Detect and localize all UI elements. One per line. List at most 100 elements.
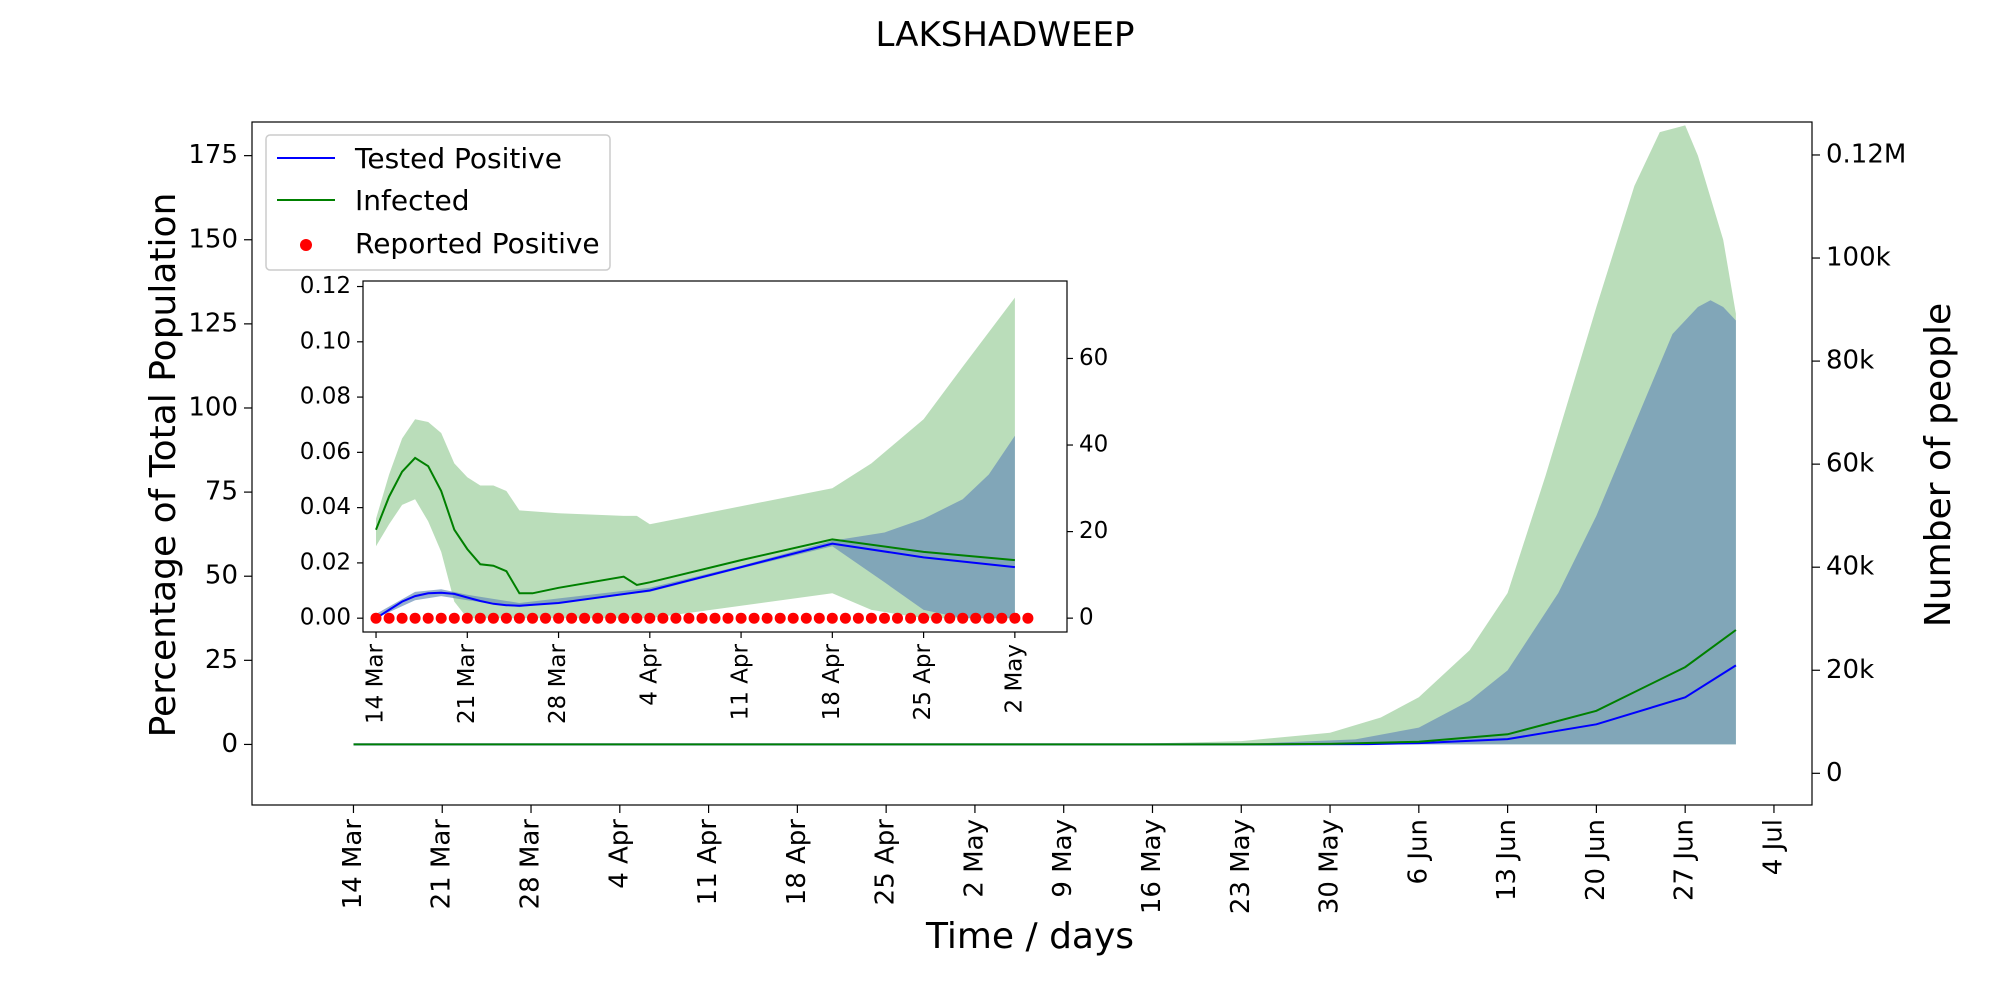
reported-positive-point [709, 612, 721, 624]
x-tick-label: 21 Mar [454, 643, 480, 724]
reported-positive-point [683, 612, 695, 624]
y-tick-label: 0 [221, 729, 238, 759]
x-tick-label: 9 May [1048, 819, 1078, 898]
reported-positive-point [944, 612, 956, 624]
reported-positive-point [735, 612, 747, 624]
reported-positive-point [592, 612, 604, 624]
reported-positive-point [852, 612, 864, 624]
reported-positive-point [1022, 612, 1034, 624]
y-tick-label: 0.04 [300, 494, 351, 520]
x-tick-label: 2 May [1001, 644, 1027, 714]
x-tick-label: 11 Apr [693, 819, 723, 906]
y-tick-label: 125 [188, 308, 238, 338]
reported-positive-point [826, 612, 838, 624]
reported-positive-point [383, 612, 395, 624]
plot-frame [251, 121, 1813, 806]
main-y-axis-right-label: Number of people [1918, 303, 1959, 627]
y-right-tick-label: 80k [1826, 346, 1874, 376]
reported-positive-point [500, 612, 512, 624]
x-tick-label: 21 Mar [427, 819, 457, 910]
reported-positive-point [774, 612, 786, 624]
main-chart: 14 Mar 21 Mar 28 Mar 4 Apr 11 Apr 18 Apr 25 Ap… [188, 121, 1906, 914]
x-tick-label: 28 Mar [516, 819, 546, 910]
reported-positive-point [983, 612, 995, 624]
x-tick-label: 27 Jun [1670, 819, 1700, 901]
plot-frame [362, 280, 1068, 633]
confidence-band-tested-positive [376, 435, 1015, 619]
reported-positive-point [409, 612, 421, 624]
x-tick-label: 28 Mar [545, 643, 571, 724]
y-tick-label: 25 [205, 645, 238, 675]
reported-positive-point [474, 612, 486, 624]
legend-label-reported-positive: Reported Positive [355, 227, 600, 260]
reported-positive-point [905, 612, 917, 624]
x-tick-label: 18 Apr [782, 819, 812, 906]
reported-positive-point [970, 612, 982, 624]
x-tick-label: 2 May [959, 819, 989, 898]
x-tick-label: 6 Jun [1403, 819, 1433, 884]
y-tick-label: 0.10 [300, 328, 351, 354]
reported-positive-point [435, 612, 447, 624]
y-right-tick-label: 60k [1826, 449, 1874, 479]
x-tick-label: 13 Jun [1492, 819, 1522, 901]
reported-positive-point [918, 612, 930, 624]
x-tick-label: 4 Apr [636, 643, 662, 705]
reported-positive-point [722, 612, 734, 624]
reported-positive-point [800, 612, 812, 624]
x-tick-label: 11 Apr [728, 643, 754, 720]
reported-positive-point [657, 612, 669, 624]
y-tick-label: 175 [188, 140, 238, 170]
x-tick-label: 25 Apr [910, 643, 936, 720]
y-right-tick-label: 0 [1826, 758, 1843, 788]
inset-chart: 14 Mar 21 Mar 28 Mar 4 Apr 11 Apr 18 Apr 25 Ap… [300, 273, 1109, 724]
x-tick-label: 20 Jun [1581, 819, 1611, 901]
x-tick-label: 4 Jul [1759, 819, 1789, 875]
reported-positive-point [448, 612, 460, 624]
confidence-band-tested-positive [353, 300, 1736, 745]
reported-positive-point [527, 612, 538, 624]
x-tick-label: 23 May [1226, 819, 1256, 914]
reported-positive-point [996, 612, 1008, 624]
legend-frame [265, 134, 611, 271]
reported-positive-point [370, 612, 382, 624]
y-right-tick-label: 20k [1826, 655, 1874, 685]
x-tick-label: 4 Apr [604, 819, 634, 889]
y-tick-label: 75 [205, 477, 238, 507]
x-tick-label: 30 May [1315, 819, 1345, 914]
reported-positive-point [422, 612, 434, 624]
main-x-axis-label: Time / days [925, 916, 1134, 957]
reported-positive-point [879, 612, 890, 624]
reported-positive-point [605, 612, 617, 624]
y-right-tick-label: 0.12M [1826, 139, 1906, 169]
reported-positive-point [931, 612, 943, 624]
x-tick-label: 25 Apr [871, 819, 901, 906]
y-tick-label: 0.12 [300, 273, 351, 299]
y-right-tick-label: 100k [1826, 243, 1891, 273]
reported-positive-point [553, 612, 565, 624]
reported-positive-point [461, 612, 473, 624]
reported-positive-point [839, 612, 851, 624]
reported-positive-point [631, 612, 643, 624]
y-right-tick-label: 20 [1079, 518, 1108, 544]
reported-positive-point [487, 612, 499, 624]
reported-positive-point [957, 612, 969, 624]
reported-positive-point [540, 612, 551, 624]
chart-title: LAKSHADWEEP [876, 15, 1135, 55]
y-tick-label: 150 [188, 224, 238, 254]
legend-swatch-reported-positive [300, 239, 312, 251]
reported-positive-point [566, 612, 578, 624]
y-right-tick-label: 40k [1826, 552, 1874, 582]
reported-positive-point [513, 612, 525, 624]
y-tick-label: 0.08 [300, 384, 351, 410]
series-line-infected [375, 456, 1015, 595]
y-tick-label: 0.06 [300, 439, 351, 465]
series-line-tested-positive [375, 542, 1016, 620]
reported-positive-point [748, 612, 760, 624]
legend-label-infected: Infected [355, 184, 469, 217]
reported-positive-point [761, 612, 773, 624]
x-tick-label: 14 Mar [338, 819, 368, 910]
reported-positive-point [865, 612, 877, 624]
reported-positive-point [1009, 612, 1021, 624]
reported-positive-point [644, 612, 656, 624]
y-tick-label: 0.00 [300, 605, 351, 631]
